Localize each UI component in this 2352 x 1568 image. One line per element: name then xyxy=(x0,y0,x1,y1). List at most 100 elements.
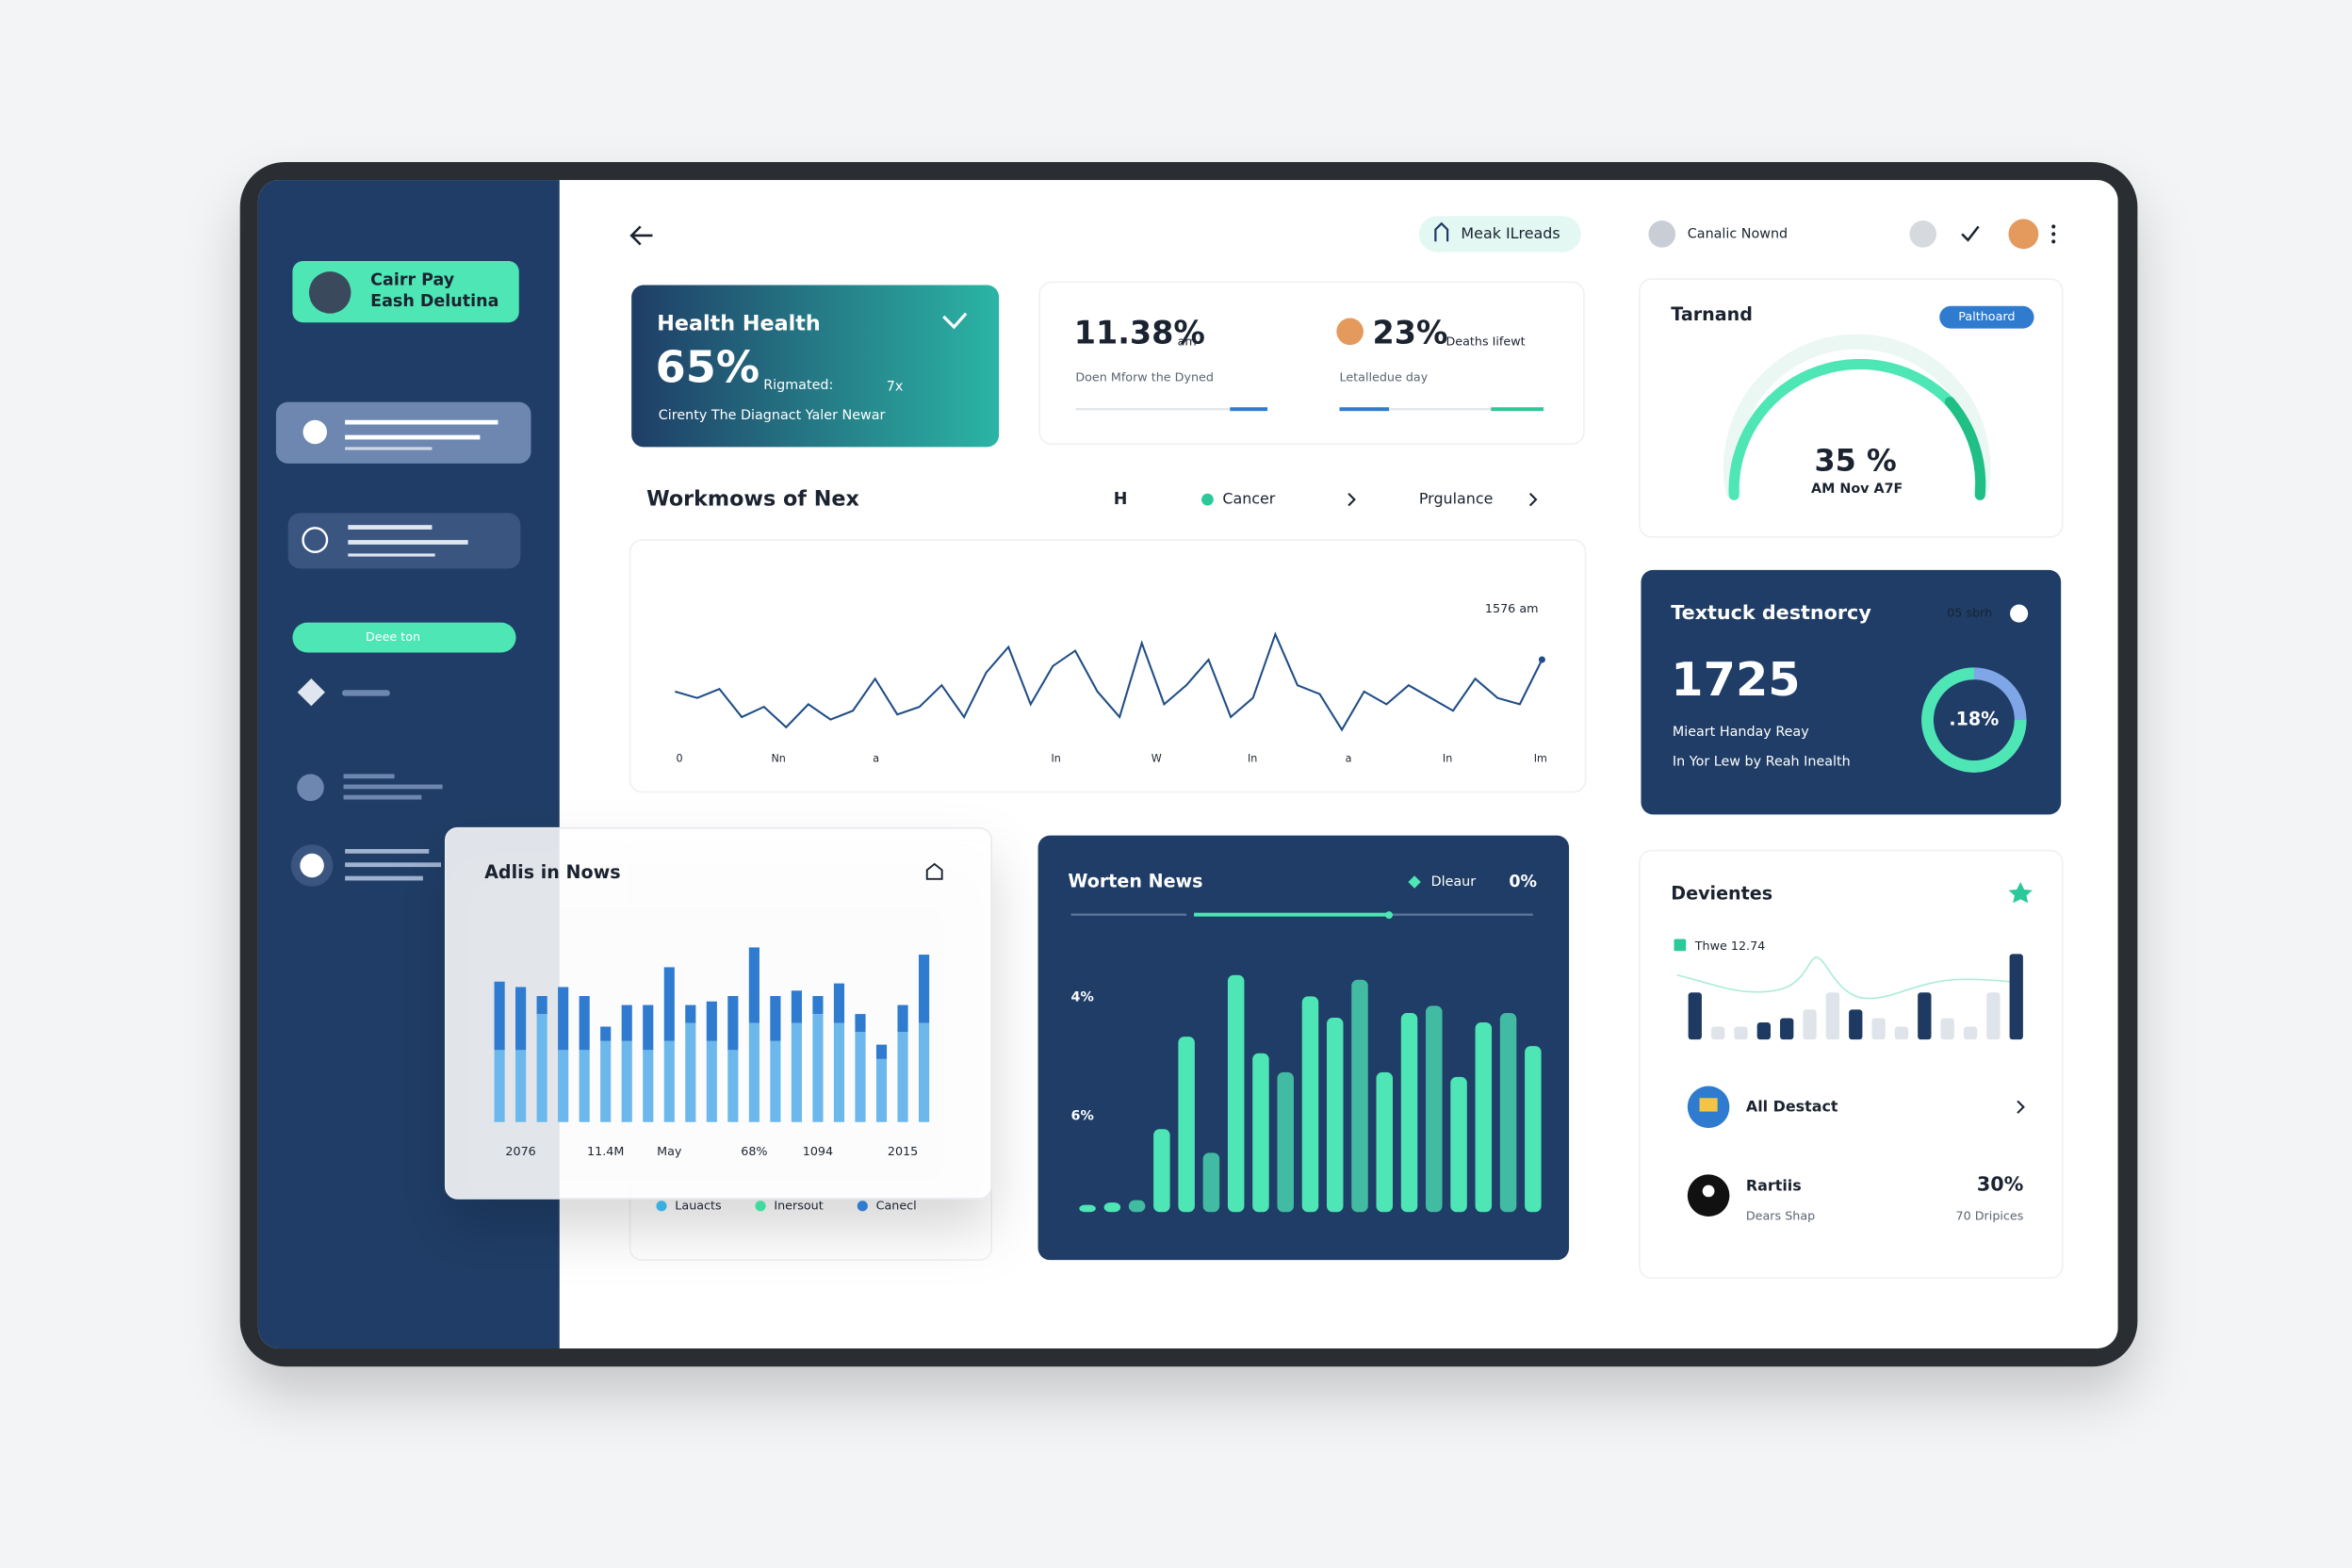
pill-label: Meak ILreads xyxy=(1461,224,1560,242)
bar xyxy=(1499,1012,1517,1213)
bar xyxy=(1128,1200,1146,1213)
check-icon[interactable] xyxy=(1961,225,1980,242)
x-tick-label: May xyxy=(657,1145,682,1159)
legend-item[interactable]: Cancer xyxy=(1222,490,1275,508)
icon-button[interactable] xyxy=(1909,220,1937,248)
line-point xyxy=(1538,656,1545,663)
chevron[interactable] xyxy=(2017,1100,2025,1114)
chart-value: 0% xyxy=(1509,873,1537,891)
summary-line: Mieart Handay Reay xyxy=(1673,725,1809,740)
stats-card xyxy=(1038,281,1585,446)
bar xyxy=(1475,1022,1493,1213)
slider-knob[interactable] xyxy=(1385,911,1394,920)
x-tick-label: W xyxy=(1152,752,1162,764)
bar xyxy=(1252,1053,1269,1213)
x-tick-label: In xyxy=(1051,752,1060,764)
bar xyxy=(833,1022,845,1122)
bar xyxy=(812,996,824,1015)
chevron[interactable] xyxy=(1528,493,1538,507)
x-tick-label: 0 xyxy=(677,752,683,764)
bar xyxy=(663,967,675,1041)
bar xyxy=(1803,1009,1817,1040)
y-label: 6% xyxy=(1071,1108,1094,1123)
bar xyxy=(558,987,569,1051)
bar xyxy=(748,1022,760,1122)
bar xyxy=(663,1040,675,1122)
sidebar-button[interactable] xyxy=(292,622,516,653)
bar xyxy=(919,1022,930,1122)
list-title[interactable]: Rartiis xyxy=(1746,1177,1802,1195)
list-title[interactable]: All Destact xyxy=(1746,1097,1838,1115)
menu-dot[interactable] xyxy=(2051,224,2056,229)
bar xyxy=(494,981,505,1051)
settings-icon[interactable] xyxy=(2010,604,2029,623)
bar xyxy=(2009,954,2023,1040)
bar xyxy=(855,1032,866,1122)
profile-avatar[interactable] xyxy=(2008,219,2039,250)
line-chart-card xyxy=(629,539,1587,793)
legend-item[interactable]: H xyxy=(1114,490,1128,509)
x-tick-label: In xyxy=(1248,752,1257,764)
bar xyxy=(1918,992,1932,1040)
nav-line xyxy=(345,447,433,450)
bar xyxy=(1351,979,1368,1213)
gauge-value: 35 % xyxy=(1814,442,1896,478)
bar xyxy=(643,1004,654,1051)
stat-unit: Deaths Iifewt xyxy=(1446,335,1526,349)
chevron[interactable] xyxy=(1348,493,1356,507)
bar xyxy=(1986,992,2001,1040)
slider[interactable] xyxy=(1194,912,1390,917)
bar xyxy=(727,996,739,1051)
card-icon xyxy=(942,312,968,330)
gauge-arc-end xyxy=(1944,397,1986,500)
bar xyxy=(875,1044,888,1059)
trend-line xyxy=(1676,956,2018,1000)
legend-item: Canecl xyxy=(876,1199,917,1213)
bar xyxy=(791,990,802,1023)
gauge-sub: AM Nov A7F xyxy=(1811,482,1903,497)
x-tick-label: 1094 xyxy=(803,1145,833,1159)
legend-item[interactable]: Prgulance xyxy=(1419,490,1494,508)
bar xyxy=(1940,1018,1954,1040)
nav-item-active[interactable] xyxy=(275,401,531,464)
stat-avatar xyxy=(1336,318,1364,346)
header-pill[interactable] xyxy=(1418,216,1581,253)
bar xyxy=(1400,1012,1418,1213)
user-avatar xyxy=(1648,220,1676,248)
bar xyxy=(1227,974,1245,1213)
gauge-title: Tarnand xyxy=(1671,303,1753,325)
legend-dot xyxy=(1408,875,1421,889)
bar xyxy=(812,1014,824,1122)
nav-icon xyxy=(302,527,329,554)
line-series xyxy=(675,631,1544,732)
profile-card[interactable] xyxy=(292,261,519,323)
bar xyxy=(536,1014,547,1122)
bar xyxy=(1734,1026,1748,1040)
health-card[interactable] xyxy=(631,285,1000,448)
x-tick-label: 11.4M xyxy=(587,1145,624,1159)
menu-dot xyxy=(2051,232,2056,237)
home-icon[interactable] xyxy=(925,862,943,880)
bar xyxy=(600,1026,612,1041)
summary-badge: 05 sbrh xyxy=(1947,607,1992,621)
stat-bar xyxy=(1491,407,1544,412)
bar xyxy=(621,1004,632,1041)
bar xyxy=(579,1050,590,1122)
star-icon[interactable] xyxy=(2008,882,2033,904)
stat-bar xyxy=(1230,407,1268,412)
back-button[interactable] xyxy=(629,225,653,246)
summary-title: Textuck destnorcy xyxy=(1671,601,1871,624)
slider-track xyxy=(1389,913,1533,916)
donut-arc xyxy=(1921,667,2027,773)
bar xyxy=(1525,1046,1542,1213)
bar xyxy=(1103,1202,1121,1213)
summary-card[interactable] xyxy=(1641,569,2062,815)
nav-line xyxy=(345,862,441,868)
card-sub: Rigmated: xyxy=(763,378,833,393)
bar xyxy=(855,1014,866,1033)
nav-line xyxy=(343,794,422,800)
gauge-badge xyxy=(1939,305,2034,329)
stat-caption: Letalledue day xyxy=(1340,371,1429,385)
legend-dot xyxy=(857,1200,868,1212)
